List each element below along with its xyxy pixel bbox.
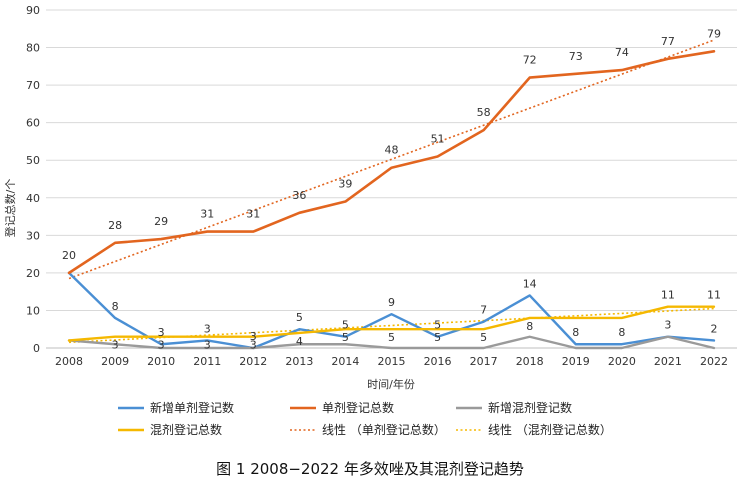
data-label-single-total: 72 bbox=[523, 54, 537, 67]
data-label-single-total: 29 bbox=[154, 215, 168, 228]
y-axis-ticks: 0 10 20 30 40 50 60 70 80 90 bbox=[26, 4, 40, 355]
data-label-single-total: 74 bbox=[615, 46, 629, 59]
trendlines bbox=[68, 39, 715, 344]
x-tick-label: 2020 bbox=[608, 355, 636, 368]
data-label-mix-total: 8 bbox=[526, 320, 533, 333]
x-tick-label: 2008 bbox=[55, 355, 83, 368]
y-tick-label: 90 bbox=[26, 4, 40, 17]
x-tick-label: 2011 bbox=[193, 355, 221, 368]
data-label-single-total: 79 bbox=[707, 27, 721, 40]
x-tick-label: 2014 bbox=[331, 355, 359, 368]
x-tick-label: 2021 bbox=[654, 355, 682, 368]
data-label-single-total: 73 bbox=[569, 50, 583, 63]
y-tick-label: 80 bbox=[26, 42, 40, 55]
data-label-new-single: 2 bbox=[710, 322, 717, 335]
x-tick-label: 2013 bbox=[285, 355, 313, 368]
legend-label: 线性 （混剂登记总数） bbox=[488, 422, 612, 437]
trendline bbox=[68, 39, 715, 280]
data-label-new-single: 8 bbox=[112, 300, 119, 313]
data-label-single-total: 20 bbox=[62, 249, 76, 262]
data-label-single-total: 58 bbox=[477, 106, 491, 119]
data-label-mix-total: 5 bbox=[480, 331, 487, 344]
data-label-mix-total: 5 bbox=[434, 331, 441, 344]
figure-caption: 图 1 2008−2022 年多效唑及其混剂登记趋势 bbox=[216, 460, 524, 478]
data-label-mix-total: 3 bbox=[204, 339, 211, 352]
data-label-new-single: 5 bbox=[434, 319, 441, 332]
y-tick-label: 20 bbox=[26, 267, 40, 280]
data-label-single-total: 31 bbox=[200, 208, 214, 221]
data-label-new-single: 5 bbox=[342, 319, 349, 332]
data-label-mix-total: 11 bbox=[661, 289, 675, 302]
data-label-mix-total: 3 bbox=[158, 339, 165, 352]
y-axis-title: 登记总数/个 bbox=[3, 179, 17, 238]
y-tick-label: 70 bbox=[26, 79, 40, 92]
x-tick-label: 2016 bbox=[424, 355, 452, 368]
x-tick-label: 2009 bbox=[101, 355, 129, 368]
y-tick-label: 30 bbox=[26, 229, 40, 242]
y-tick-label: 10 bbox=[26, 304, 40, 317]
series-line bbox=[67, 305, 716, 342]
data-label-mix-total: 3 bbox=[250, 339, 257, 352]
y-tick-label: 60 bbox=[26, 117, 40, 130]
data-label-single-total: 31 bbox=[246, 208, 260, 221]
data-label-single-total: 39 bbox=[338, 178, 352, 191]
data-label-new-single: 3 bbox=[664, 319, 671, 332]
x-tick-label: 2017 bbox=[470, 355, 498, 368]
data-label-single-total: 51 bbox=[431, 132, 445, 145]
data-label-new-single: 8 bbox=[572, 326, 579, 339]
data-label-single-total: 48 bbox=[385, 144, 399, 157]
data-label-new-single: 3 bbox=[158, 326, 165, 339]
x-tick-label: 2012 bbox=[239, 355, 267, 368]
legend-label: 新增单剂登记数 bbox=[150, 400, 234, 415]
y-tick-label: 0 bbox=[33, 342, 40, 355]
data-label-mix-total: 5 bbox=[342, 331, 349, 344]
y-tick-label: 40 bbox=[26, 192, 40, 205]
legend-label: 线性 （单剂登记总数） bbox=[322, 422, 446, 437]
data-label-new-single: 14 bbox=[523, 277, 537, 290]
data-label-single-total: 77 bbox=[661, 35, 675, 48]
x-axis-title: 时间/年份 bbox=[367, 377, 415, 391]
data-label-new-single: 7 bbox=[480, 304, 487, 317]
legend-label: 新增混剂登记数 bbox=[488, 400, 572, 415]
x-axis-ticks: 2008 2009 2010 2011 2012 2013 2014 2015 2016 2017… bbox=[55, 355, 728, 368]
data-label-new-single: 8 bbox=[618, 326, 625, 339]
data-label-mix-total: 5 bbox=[388, 331, 395, 344]
x-tick-label: 2018 bbox=[516, 355, 544, 368]
data-label-new-single: 3 bbox=[250, 330, 257, 343]
legend-label: 单剂登记总数 bbox=[322, 400, 394, 415]
x-tick-label: 2015 bbox=[378, 355, 406, 368]
data-label-mix-total: 11 bbox=[707, 289, 721, 302]
data-label-new-single: 3 bbox=[204, 322, 211, 335]
x-tick-label: 2022 bbox=[700, 355, 728, 368]
data-label-mix-total: 3 bbox=[112, 339, 119, 352]
grid-lines bbox=[46, 9, 737, 349]
data-label-new-single: 5 bbox=[296, 311, 303, 324]
legend-label: 混剂登记总数 bbox=[150, 422, 222, 437]
series-line bbox=[67, 271, 716, 350]
series-lines bbox=[67, 50, 716, 350]
data-label-new-single: 9 bbox=[388, 296, 395, 309]
y-tick-label: 50 bbox=[26, 154, 40, 167]
x-tick-label: 2010 bbox=[147, 355, 175, 368]
x-tick-label: 2019 bbox=[562, 355, 590, 368]
data-label-single-total: 28 bbox=[108, 219, 122, 232]
data-label-single-total: 36 bbox=[292, 189, 306, 202]
data-label-mix-total: 4 bbox=[296, 335, 303, 348]
series-line bbox=[67, 50, 716, 275]
series-line bbox=[67, 335, 716, 350]
